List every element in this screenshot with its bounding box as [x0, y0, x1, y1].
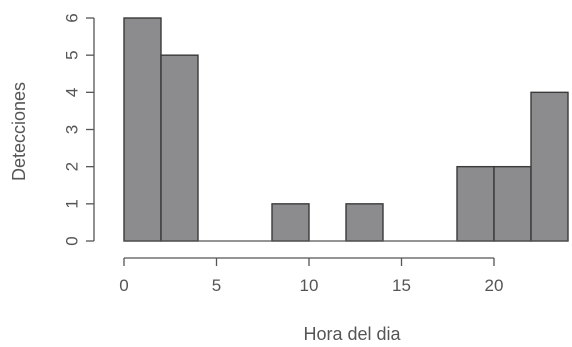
y-tick-label-0: 0 — [63, 236, 82, 245]
bars-group — [123, 17, 569, 242]
histogram-bar-1 — [160, 54, 199, 242]
x-axis-title: Hora del dia — [303, 324, 401, 344]
y-axis-title: Detecciones — [9, 82, 29, 181]
histogram-bar-11 — [530, 91, 569, 242]
y-tick-label-4: 4 — [63, 88, 82, 97]
x-axis: 0 5 10 15 20 — [119, 257, 504, 295]
x-tick-label-10: 10 — [300, 276, 319, 295]
histogram-bar-9 — [456, 165, 495, 242]
x-tick-label-0: 0 — [119, 276, 128, 295]
y-tick-label-1: 1 — [63, 199, 82, 208]
x-tick-label-20: 20 — [485, 276, 504, 295]
histogram-bar-10 — [493, 165, 532, 242]
y-axis: 0 1 2 3 4 5 6 — [63, 13, 95, 246]
histogram-bar-4 — [271, 203, 310, 242]
histogram-bar-6 — [345, 203, 384, 242]
y-tick-label-2: 2 — [63, 162, 82, 171]
histogram-bar-0 — [123, 17, 162, 242]
y-tick-label-5: 5 — [63, 50, 82, 59]
x-tick-label-5: 5 — [212, 276, 221, 295]
x-tick-label-15: 15 — [392, 276, 411, 295]
y-tick-label-3: 3 — [63, 125, 82, 134]
y-tick-label-6: 6 — [63, 13, 82, 22]
